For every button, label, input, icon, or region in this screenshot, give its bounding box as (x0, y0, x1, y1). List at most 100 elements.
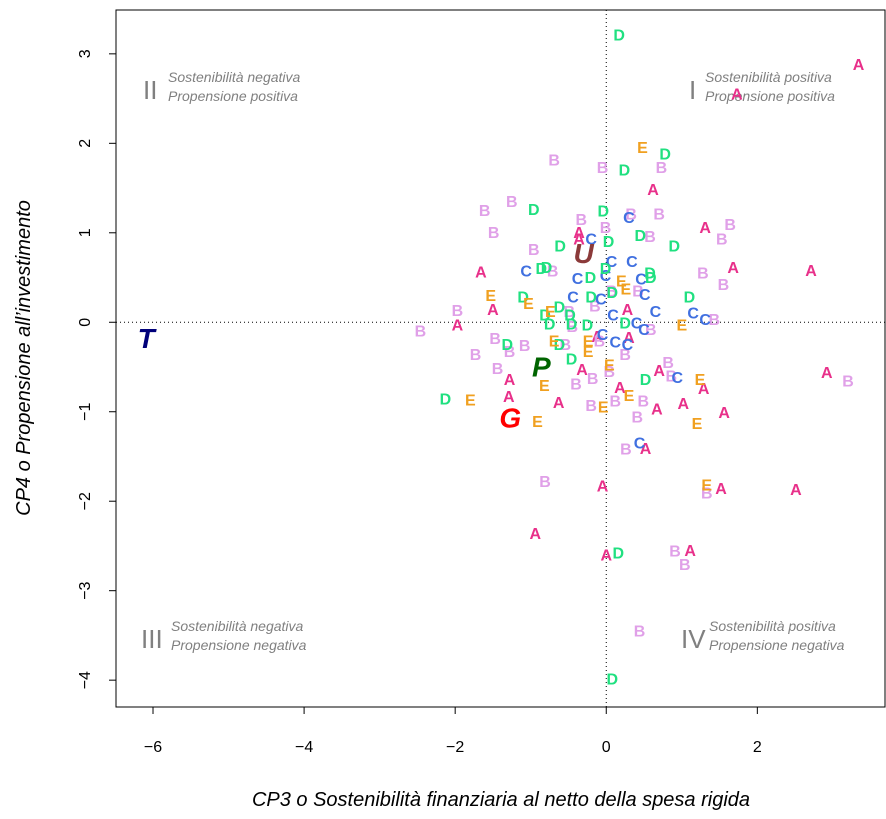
point: A (640, 441, 652, 458)
point: B (606, 283, 618, 300)
point: D (644, 265, 656, 282)
point: D (544, 316, 556, 333)
point: B (708, 312, 720, 329)
quadrant-numeral: IV (681, 624, 706, 654)
point: D (585, 270, 597, 287)
y-tick-label: 2 (77, 139, 94, 148)
point: A (727, 260, 739, 277)
point: A (591, 329, 603, 346)
point: D (539, 308, 551, 325)
point: E (583, 333, 594, 350)
y-tick-label: −3 (77, 581, 94, 599)
point: U (573, 238, 594, 269)
point: A (678, 396, 690, 413)
point: D (607, 285, 619, 302)
point: B (576, 212, 588, 229)
point: A (503, 389, 515, 406)
point: E (465, 393, 476, 410)
point: B (701, 486, 713, 503)
point: A (623, 330, 635, 347)
quadrant-label: Propensione positiva (168, 88, 298, 104)
point: B (724, 217, 736, 234)
point: B (470, 347, 482, 364)
point: C (699, 312, 711, 329)
point: B (492, 361, 504, 378)
point: C (520, 264, 532, 281)
point: B (594, 333, 606, 350)
point: D (541, 260, 553, 277)
point: C (639, 287, 651, 304)
point: D (502, 337, 514, 354)
point: A (821, 365, 833, 382)
point: E (523, 296, 534, 313)
x-axis-label: CP3 o Sostenibilità finanziaria al netto… (252, 789, 750, 811)
point: D (668, 239, 680, 256)
point: B (506, 194, 518, 211)
point: C (623, 210, 635, 227)
point: E (532, 414, 543, 431)
point: B (489, 331, 501, 348)
point: A (790, 482, 802, 499)
point: A (653, 363, 665, 380)
point: D (607, 672, 619, 689)
point: A (715, 481, 727, 498)
point: A (647, 182, 659, 199)
point: B (718, 277, 730, 294)
point: B (600, 220, 612, 237)
point: B (697, 265, 709, 282)
quadrant-label: Sostenibilità negativa (168, 69, 301, 85)
point: C (622, 337, 634, 354)
point: A (573, 225, 585, 242)
point: B (603, 364, 615, 381)
point: B (653, 206, 665, 223)
point: D (603, 234, 615, 251)
point: A (452, 317, 464, 334)
point: D (554, 337, 566, 354)
point: C (635, 272, 647, 289)
point: C (610, 334, 622, 351)
point: B (585, 398, 597, 415)
point: B (631, 410, 643, 427)
x-tick-label: −6 (144, 739, 162, 756)
point: B (644, 229, 656, 246)
point: A (651, 401, 663, 418)
point: B (563, 304, 575, 321)
quadrant-numeral: III (141, 624, 163, 654)
point: C (567, 290, 579, 307)
point: A (718, 405, 730, 422)
point: A (699, 220, 711, 237)
point: D (634, 228, 646, 245)
point: B (415, 324, 427, 341)
point: B (662, 355, 674, 372)
point: D (600, 261, 612, 278)
point: D (684, 290, 696, 307)
point: A (576, 362, 588, 379)
point: D (619, 316, 631, 333)
point: B (589, 299, 601, 316)
point: E (539, 378, 550, 395)
point: B (539, 474, 551, 491)
point: B (656, 160, 668, 177)
point: B (637, 393, 649, 410)
point: C (585, 231, 597, 248)
point: D (613, 27, 625, 44)
y-tick-label: −4 (77, 671, 94, 689)
point: D (613, 546, 625, 563)
point: T (138, 323, 158, 354)
point: C (606, 254, 618, 271)
point: D (582, 317, 594, 334)
quadrant-label: Sostenibilità positiva (705, 69, 832, 85)
point: B (519, 338, 531, 355)
point: E (598, 400, 609, 417)
point: A (698, 381, 710, 398)
y-tick-label: 3 (77, 49, 94, 58)
point: B (716, 231, 728, 248)
point: A (529, 526, 541, 543)
point: D (440, 392, 452, 409)
point: C (650, 304, 662, 321)
point: E (604, 358, 615, 375)
point: B (645, 322, 657, 339)
point: E (549, 333, 560, 350)
point: B (479, 203, 491, 220)
x-tick-label: −2 (446, 739, 464, 756)
